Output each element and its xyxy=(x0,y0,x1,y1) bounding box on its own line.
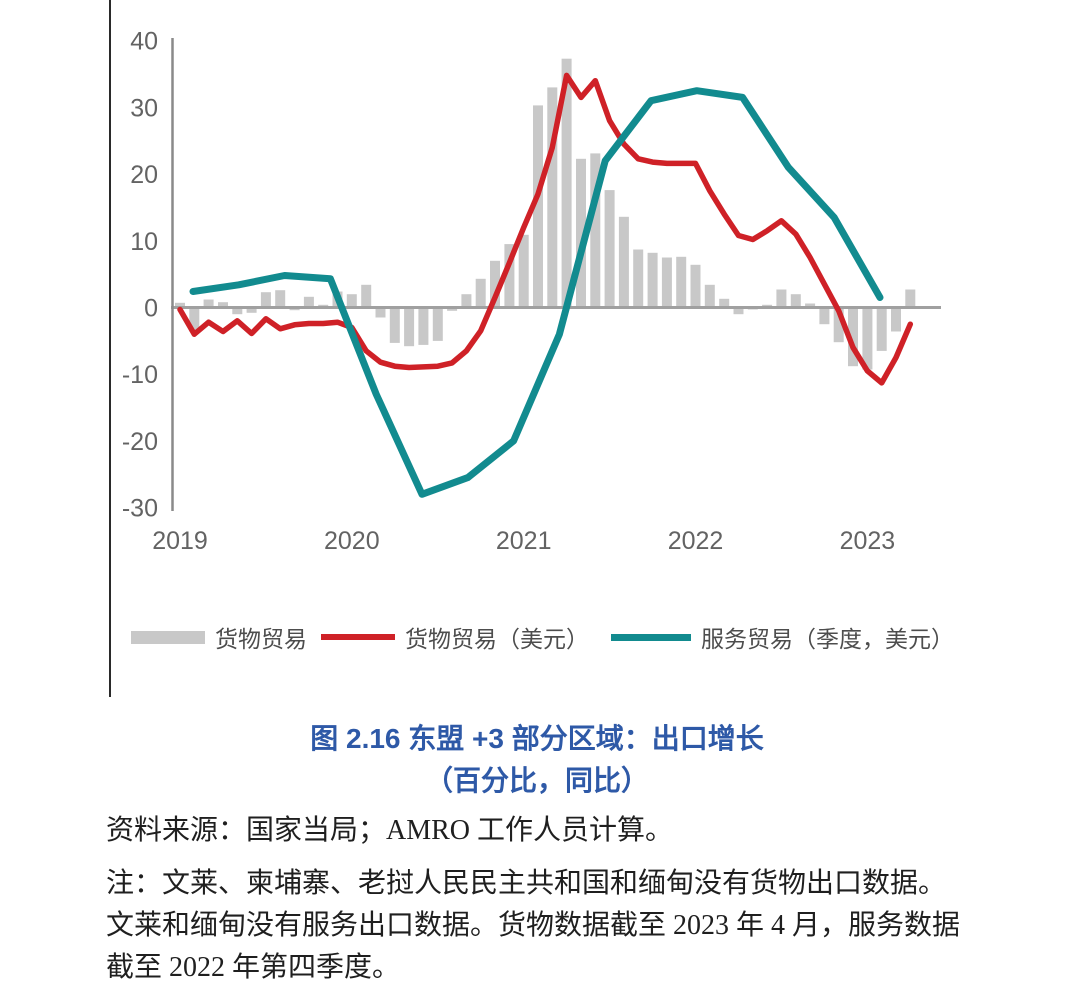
legend-item-goods-trade: 货物贸易 xyxy=(131,620,307,654)
goods-trade-bar xyxy=(776,289,787,308)
goods-trade-bar xyxy=(275,290,286,308)
goods-trade-bar xyxy=(518,234,529,308)
y-tick-label: -30 xyxy=(122,495,158,523)
goods-trade-usd-line xyxy=(177,72,914,386)
x-tick-label: 2022 xyxy=(668,527,724,555)
goods-trade-bar xyxy=(232,307,243,315)
goods-trade-bar xyxy=(432,307,443,341)
goods-trade-bar xyxy=(805,303,816,308)
goods-trade-bar xyxy=(676,256,687,308)
goods-trade-bar xyxy=(862,307,873,370)
goods-trade-bar xyxy=(533,105,543,308)
goods-trade-bar xyxy=(218,302,228,308)
source-note: 资料来源：国家当局；AMRO 工作人员计算。 xyxy=(106,815,674,846)
goods-trade-bar xyxy=(661,257,672,308)
goods-trade-bar xyxy=(175,302,185,308)
goods-trade-bar xyxy=(590,153,601,308)
y-tick-label: -10 xyxy=(122,361,158,389)
goods-trade-bar xyxy=(733,307,744,315)
goods-trade-bar xyxy=(647,252,658,308)
goods-trade-usd-line-swatch xyxy=(321,634,395,640)
goods-trade-bar xyxy=(876,307,887,351)
goods-trade-bar xyxy=(203,299,214,308)
goods-trade-bar xyxy=(246,307,257,313)
goods-trade-bar xyxy=(504,244,515,308)
y-tick-label: 40 xyxy=(130,28,158,56)
goods-trade-bar xyxy=(819,307,830,325)
goods-trade-bar xyxy=(490,260,500,308)
goods-trade-bar xyxy=(404,307,415,347)
goods-trade-bar xyxy=(704,284,715,308)
y-tick-label: 10 xyxy=(130,228,158,256)
goods-trade-bar xyxy=(547,87,558,308)
goods-trade-bar xyxy=(905,289,916,308)
legend-label-goods-trade: 货物贸易 xyxy=(215,626,307,652)
goods-trade-bar xyxy=(618,216,629,308)
x-tick-label: 2020 xyxy=(324,527,380,555)
services-trade-usd-line xyxy=(189,87,884,498)
goods-trade-bar xyxy=(576,158,586,308)
services-trade-usd-line-swatch xyxy=(611,633,691,641)
legend-label-goods-trade-usd: 货物贸易（美元） xyxy=(405,626,589,652)
y-tick-label: -20 xyxy=(122,428,158,456)
legend-label-services-trade-usd: 服务贸易（季度，美元） xyxy=(701,626,954,652)
goods-trade-bar xyxy=(447,307,458,311)
goods-trade-bar xyxy=(260,292,271,308)
goods-trade-bar xyxy=(833,307,844,343)
goods-trade-bar xyxy=(375,307,386,318)
goods-trade-bar xyxy=(303,296,314,308)
goods-trade-bar xyxy=(604,190,615,308)
figure-title: 图 2.16 东盟 +3 部分区域：出口增长 （百分比，同比） xyxy=(0,718,1074,802)
goods-trade-bar xyxy=(189,307,200,332)
goods-trade-bar xyxy=(719,298,730,308)
goods-trade-bar xyxy=(361,284,372,308)
x-tick-label: 2023 xyxy=(840,527,896,555)
export-growth-chart: 40 30 20 10 0 -10 -20 -30 2019 2020 2021 2022 2023 xyxy=(122,28,941,555)
figure-title-line-2: （百分比，同比） xyxy=(424,765,649,796)
y-tick-label: 20 xyxy=(130,161,158,189)
goods-trade-bar xyxy=(561,58,572,308)
goods-trade-bar xyxy=(389,307,400,343)
column-divider-line xyxy=(109,0,111,697)
goods-trade-bar xyxy=(346,294,357,308)
y-tick-label: 0 xyxy=(144,295,158,323)
goods-trade-bar xyxy=(461,294,472,308)
goods-trade-bar xyxy=(633,249,644,308)
footnote: 注：文莱、柬埔寨、老挝人民民主共和国和缅甸没有货物出口数据。 文莱和缅甸没有服务… xyxy=(106,868,961,983)
legend-item-services-trade-usd: 服务贸易（季度，美元） xyxy=(611,620,954,654)
goods-trade-bar xyxy=(475,278,486,308)
x-tick-label: 2019 xyxy=(152,527,208,555)
legend-item-goods-trade-usd: 货物贸易（美元） xyxy=(321,620,589,654)
y-tick-label: 30 xyxy=(130,94,158,122)
goods-trade-bar-swatch xyxy=(131,630,205,644)
figure-title-line-1: 图 2.16 东盟 +3 部分区域：出口增长 xyxy=(310,723,764,754)
goods-trade-bar xyxy=(690,264,701,308)
chart-legend: 货物贸易 货物贸易（美元） 服务贸易（季度，美元） xyxy=(0,620,1074,654)
x-tick-label: 2021 xyxy=(496,527,552,555)
goods-trade-bar xyxy=(891,307,901,332)
goods-trade-bar xyxy=(418,307,429,345)
goods-trade-bar xyxy=(848,307,858,367)
goods-trade-bar xyxy=(790,294,801,308)
